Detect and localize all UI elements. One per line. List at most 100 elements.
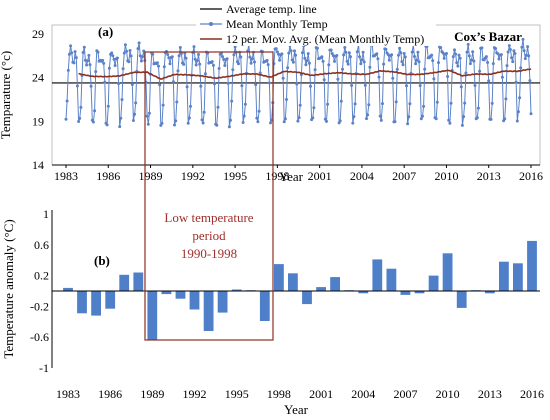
- panel-b-y-label: Temperature anomaly (°C): [1, 219, 16, 358]
- mean-monthly-temp-point: [447, 118, 451, 122]
- anomaly-bar-1993: [203, 291, 214, 331]
- mean-monthly-temp-point: [295, 82, 299, 86]
- mean-monthly-temp-point: [274, 47, 278, 51]
- mean-monthly-temp-point: [518, 96, 522, 100]
- panel-a-x-tick-label: 1992: [181, 169, 205, 183]
- mean-monthly-temp-point: [451, 55, 455, 59]
- mean-monthly-temp-point: [394, 100, 398, 104]
- mean-monthly-temp-point: [226, 81, 230, 85]
- mean-monthly-temp-point: [75, 84, 79, 88]
- annotation-background: [150, 207, 268, 265]
- panel-a-y-tick-label: 24: [32, 71, 44, 85]
- panel-b-y-tick-label: 1: [43, 207, 49, 221]
- mean-monthly-temp-point: [494, 47, 498, 50]
- mean-monthly-temp-point: [129, 54, 133, 58]
- mean-monthly-temp-point: [307, 61, 311, 65]
- mean-monthly-temp-point: [275, 50, 279, 54]
- mean-monthly-temp-point: [89, 84, 93, 88]
- anomaly-bar-1986: [105, 291, 116, 309]
- panel-b-x-tick-label: 2013: [478, 387, 502, 401]
- panel-b-x-tick-label: 2016: [520, 387, 544, 401]
- mean-monthly-temp-point: [516, 110, 520, 114]
- mean-monthly-temp-point: [365, 117, 368, 121]
- mean-monthly-temp-point: [265, 58, 269, 62]
- mean-monthly-temp-point: [367, 103, 371, 107]
- anomaly-bar-1999: [288, 273, 298, 291]
- mean-monthly-temp-point: [505, 64, 509, 68]
- mean-monthly-temp-point: [256, 120, 260, 124]
- mean-monthly-temp-point: [350, 84, 354, 87]
- mean-monthly-temp-point: [410, 50, 414, 54]
- mean-monthly-temp-point: [185, 85, 189, 89]
- mean-monthly-temp-point: [496, 52, 500, 56]
- mean-monthly-temp-point: [405, 84, 408, 88]
- mean-monthly-temp-point: [243, 102, 247, 106]
- mean-monthly-temp-point: [106, 104, 110, 108]
- panel-b-x-tick-label: 2004: [351, 387, 375, 401]
- mean-monthly-temp-point: [329, 48, 333, 52]
- mean-monthly-temp-point: [341, 67, 344, 71]
- mean-monthly-temp-point: [358, 55, 362, 59]
- panel-b-label: (b): [94, 253, 110, 268]
- mean-monthly-temp-point: [406, 122, 410, 126]
- mean-monthly-temp-point: [320, 55, 324, 59]
- mean-monthly-temp-point: [87, 53, 91, 57]
- mean-monthly-temp-point: [434, 117, 438, 121]
- mean-monthly-temp-point: [91, 120, 95, 124]
- panel-b-y-tick-label: -0.6: [30, 330, 49, 344]
- panel-b-x-ticks: 1983 1986 1989 1992 1995 1998 2001 2004 2007 2010…: [56, 387, 544, 401]
- anomaly-bar-2002: [330, 277, 340, 291]
- mean-monthly-temp-point: [157, 64, 160, 68]
- mean-monthly-temp-point: [338, 119, 342, 123]
- anomaly-bar-2008: [414, 291, 425, 294]
- mean-monthly-temp-point: [441, 51, 445, 55]
- mean-monthly-temp-point: [448, 121, 452, 125]
- mean-monthly-temp-point: [195, 59, 199, 63]
- mean-monthly-temp-point: [343, 46, 347, 49]
- mean-monthly-temp-point: [515, 119, 519, 123]
- mean-monthly-temp-point: [512, 49, 516, 53]
- mean-monthly-temp-point: [166, 53, 170, 56]
- mean-monthly-temp-point: [326, 102, 330, 106]
- panel-b-y-tick-label: -0.2: [30, 299, 49, 313]
- mean-monthly-temp-point: [466, 42, 470, 46]
- panel-a-x-tick-label: 2013: [477, 169, 501, 183]
- mean-monthly-temp-point: [175, 100, 179, 104]
- anomaly-bar-2000: [302, 291, 312, 305]
- mean-monthly-temp-point: [386, 53, 390, 57]
- mean-monthly-temp-point: [202, 110, 206, 114]
- mean-monthly-temp-point: [497, 57, 501, 61]
- mean-monthly-temp-point: [430, 53, 434, 57]
- mean-monthly-temp-point: [298, 103, 302, 107]
- anomaly-bar-2001: [316, 287, 326, 291]
- mean-monthly-temp-point: [529, 112, 533, 116]
- mean-monthly-temp-point: [366, 113, 370, 117]
- anomaly-bar-2015: [513, 263, 523, 291]
- mean-monthly-temp-point: [384, 47, 388, 51]
- mean-monthly-temp-point: [403, 55, 407, 59]
- mean-monthly-temp-point: [361, 50, 365, 54]
- mean-monthly-temp-point: [442, 56, 446, 60]
- mean-monthly-temp-point: [182, 62, 186, 66]
- panel-b-x-tick-label: 1998: [267, 387, 291, 401]
- mean-monthly-temp-point: [323, 117, 327, 121]
- mean-monthly-temp-point: [349, 55, 352, 59]
- mean-monthly-temp-point: [283, 117, 287, 121]
- low-temperature-period-box: [144, 51, 274, 341]
- mean-monthly-temp-point: [499, 53, 503, 57]
- mean-monthly-temp-point: [211, 63, 215, 67]
- anomaly-bar-1991: [175, 291, 186, 299]
- mean-monthly-temp-points: [64, 37, 533, 129]
- mean-monthly-temp-point: [456, 64, 460, 68]
- mean-monthly-temp-point: [484, 55, 488, 59]
- mean-monthly-temp-point: [339, 99, 343, 103]
- mean-monthly-temp-point: [510, 56, 514, 60]
- mean-monthly-temp-point: [459, 85, 463, 89]
- mean-monthly-temp-point: [189, 104, 192, 108]
- mean-monthly-temp-point: [526, 45, 530, 49]
- panel-a-x-tick-label: 1998: [265, 169, 289, 183]
- anomaly-bar-2016: [527, 240, 537, 291]
- mean-monthly-temp-point: [223, 64, 227, 67]
- panel-a-x-label: Year: [279, 169, 304, 184]
